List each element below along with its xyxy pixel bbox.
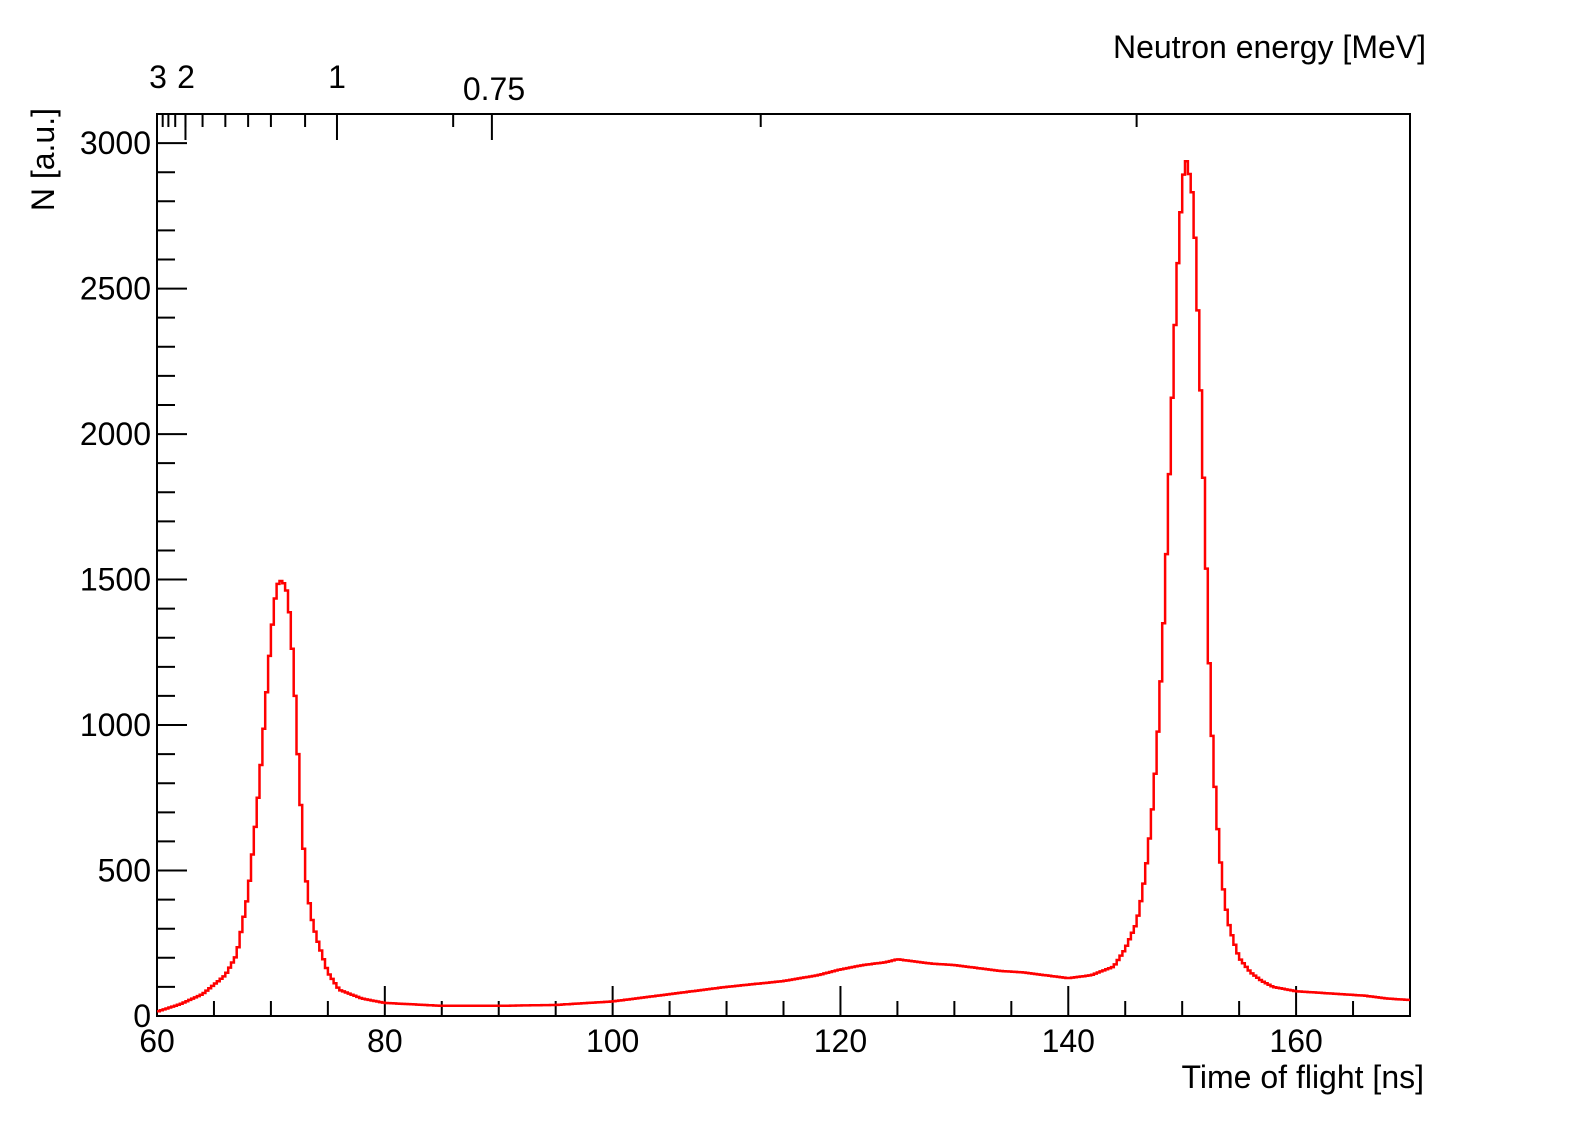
series-line xyxy=(157,160,1410,1013)
x-tick-label: 160 xyxy=(1269,1023,1322,1059)
x-tick-label: 120 xyxy=(814,1023,867,1059)
y-tick-label: 2000 xyxy=(80,416,151,452)
top-tick-label: 2 xyxy=(177,59,195,95)
top-axis-ticks: 3 2 1 0.75 xyxy=(149,59,1138,140)
y-tick-label: 3000 xyxy=(80,125,151,161)
top-tick-label: 3 xyxy=(149,59,167,95)
top-tick-label: 0.75 xyxy=(463,71,525,107)
y-tick-label: 0 xyxy=(133,998,151,1034)
top-axis-label: Neutron energy [MeV] xyxy=(1113,29,1426,65)
y-axis-ticks: 0 500 1000 1500 2000 2500 3000 xyxy=(80,113,187,1034)
x-tick-label: 140 xyxy=(1042,1023,1095,1059)
y-tick-label: 500 xyxy=(98,853,151,889)
y-tick-label: 1000 xyxy=(80,707,151,743)
x-tick-label: 60 xyxy=(139,1023,175,1059)
x-tick-label: 80 xyxy=(367,1023,403,1059)
x-axis-ticks: 60 80 100 120 140 160 xyxy=(139,986,1411,1059)
x-axis-label: Time of flight [ns] xyxy=(1182,1059,1424,1095)
y-tick-label: 1500 xyxy=(80,562,151,598)
y-tick-label: 2500 xyxy=(80,271,151,307)
x-tick-label: 100 xyxy=(586,1023,639,1059)
y-axis-label: N [a.u.] xyxy=(25,108,61,211)
top-tick-label: 1 xyxy=(328,59,346,95)
